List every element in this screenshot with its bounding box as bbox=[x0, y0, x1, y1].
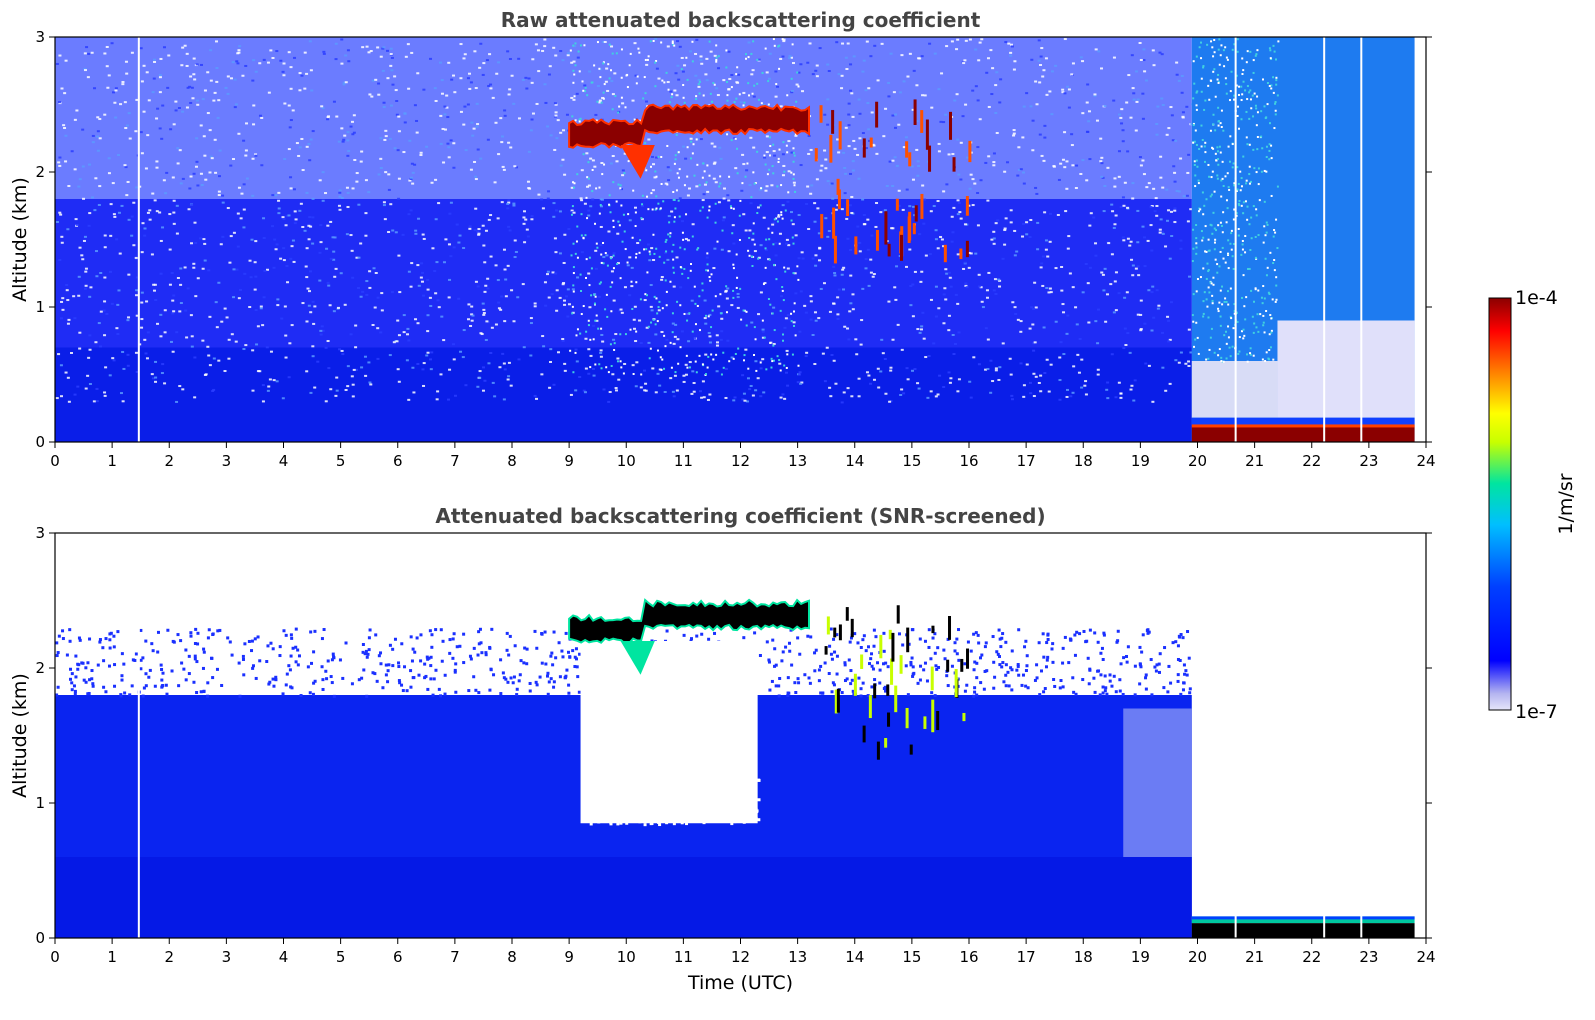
colorbar-min-label: 1e-7 bbox=[1515, 701, 1558, 723]
y-axis-label: Altitude (km) bbox=[9, 177, 31, 302]
x-tick-label: 19 bbox=[1131, 452, 1150, 470]
lower-boundary-layer bbox=[55, 857, 1192, 938]
x-tick-label: 1 bbox=[107, 452, 117, 470]
y-tick-label: 0 bbox=[35, 433, 45, 451]
x-tick-label: 4 bbox=[279, 948, 289, 966]
heatmap-image bbox=[55, 37, 1415, 442]
x-tick-label: 8 bbox=[507, 452, 517, 470]
x-tick-label: 9 bbox=[564, 948, 574, 966]
panel-raw: 0 1 2 3 4 5 6 7 8 9 10 11 12 13 14 15 16 17 18 19 20 21 22 23 24… bbox=[9, 8, 1436, 470]
x-tick-label: 1 bbox=[107, 948, 117, 966]
y-tick-label: 3 bbox=[35, 28, 45, 46]
x-tick-label: 0 bbox=[50, 452, 60, 470]
x-tick-label: 20 bbox=[1188, 948, 1207, 966]
y-tick-label: 2 bbox=[35, 659, 45, 677]
heatmap-image bbox=[55, 533, 1415, 938]
cloud-layer bbox=[568, 598, 810, 645]
x-tick-label: 16 bbox=[959, 452, 978, 470]
data-gap bbox=[1360, 533, 1363, 938]
y-tick-label: 2 bbox=[35, 163, 45, 181]
data-gap bbox=[137, 533, 140, 938]
x-tick-label: 16 bbox=[959, 948, 978, 966]
data-gap bbox=[1360, 37, 1363, 442]
x-tick-label: 24 bbox=[1416, 452, 1435, 470]
colorbar-gradient bbox=[1488, 297, 1512, 711]
panel-screened: 0 1 2 3 4 5 6 7 8 9 10 11 12 13 14 15 16 17 18 19 20 21 22 23 24… bbox=[9, 504, 1436, 994]
x-tick-label: 9 bbox=[564, 452, 574, 470]
x-tick-label: 12 bbox=[731, 452, 750, 470]
colorbar-label: 1/m/sr bbox=[1555, 473, 1577, 534]
data-gap bbox=[1323, 37, 1326, 442]
y-axis-label: Altitude (km) bbox=[9, 673, 31, 798]
x-tick-label: 21 bbox=[1245, 948, 1264, 966]
x-tick-label: 18 bbox=[1074, 452, 1093, 470]
x-tick-label: 11 bbox=[674, 948, 693, 966]
data-gap bbox=[1234, 37, 1237, 442]
x-tick-label: 10 bbox=[617, 452, 636, 470]
x-tick-label: 21 bbox=[1245, 452, 1264, 470]
y-tick-label: 0 bbox=[35, 929, 45, 947]
x-tick-label: 24 bbox=[1416, 948, 1435, 966]
x-tick-label: 6 bbox=[393, 452, 403, 470]
x-tick-label: 17 bbox=[1017, 452, 1036, 470]
y-tick-label: 1 bbox=[35, 298, 45, 316]
x-tick-label: 23 bbox=[1359, 948, 1378, 966]
x-tick-label: 7 bbox=[450, 948, 460, 966]
x-tick-label: 18 bbox=[1074, 948, 1093, 966]
surface-return bbox=[1191, 425, 1415, 442]
x-tick-label: 12 bbox=[731, 948, 750, 966]
colorbar-max-label: 1e-4 bbox=[1515, 287, 1558, 309]
lower-boundary-layer bbox=[55, 347, 1192, 442]
late-day-clear bbox=[1277, 320, 1415, 418]
x-tick-label: 23 bbox=[1359, 452, 1378, 470]
data-gap bbox=[1323, 533, 1326, 938]
x-tick-label: 3 bbox=[222, 948, 232, 966]
x-tick-label: 15 bbox=[902, 452, 921, 470]
surface-return bbox=[1191, 923, 1415, 938]
x-tick-label: 13 bbox=[788, 452, 807, 470]
surface-return-top bbox=[1191, 916, 1415, 924]
x-tick-label: 2 bbox=[164, 948, 174, 966]
colorbar: 1e-4 1e-7 1/m/sr bbox=[1488, 287, 1577, 723]
x-tick-label: 22 bbox=[1302, 948, 1321, 966]
data-gap bbox=[137, 37, 140, 442]
x-tick-label: 14 bbox=[845, 452, 864, 470]
x-tick-label: 20 bbox=[1188, 452, 1207, 470]
x-tick-label: 11 bbox=[674, 452, 693, 470]
x-tick-label: 5 bbox=[336, 452, 346, 470]
x-tick-label: 8 bbox=[507, 948, 517, 966]
x-tick-label: 17 bbox=[1017, 948, 1036, 966]
panel-title: Attenuated backscattering coefficient (S… bbox=[435, 504, 1045, 528]
x-tick-label: 0 bbox=[50, 948, 60, 966]
x-tick-label: 13 bbox=[788, 948, 807, 966]
panel-title: Raw attenuated backscattering coefficien… bbox=[501, 8, 981, 32]
x-tick-label: 6 bbox=[393, 948, 403, 966]
x-tick-label: 3 bbox=[222, 452, 232, 470]
x-tick-label: 2 bbox=[164, 452, 174, 470]
surface-return-top bbox=[1191, 417, 1415, 426]
x-tick-label: 19 bbox=[1131, 948, 1150, 966]
cloud-layer bbox=[568, 103, 810, 149]
x-tick-label: 22 bbox=[1302, 452, 1321, 470]
x-tick-label: 7 bbox=[450, 452, 460, 470]
data-gap bbox=[1234, 533, 1237, 938]
x-tick-label: 5 bbox=[336, 948, 346, 966]
x-axis-label: Time (UTC) bbox=[687, 972, 793, 994]
x-tick-label: 14 bbox=[845, 948, 864, 966]
x-tick-label: 10 bbox=[617, 948, 636, 966]
y-tick-label: 3 bbox=[35, 524, 45, 542]
y-tick-label: 1 bbox=[35, 794, 45, 812]
x-tick-label: 4 bbox=[279, 452, 289, 470]
x-tick-label: 15 bbox=[902, 948, 921, 966]
